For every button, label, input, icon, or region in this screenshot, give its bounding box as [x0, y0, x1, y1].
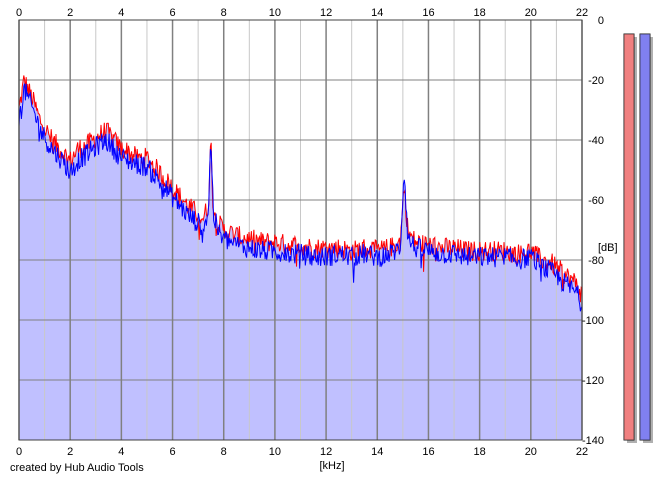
- x-tick-label-bottom: 14: [371, 446, 383, 458]
- credit-text: created by Hub Audio Tools: [10, 462, 144, 474]
- x-tick-label-top: 16: [422, 7, 434, 19]
- x-tick-label-top: 2: [67, 7, 73, 19]
- x-tick-label-top: 8: [221, 7, 227, 19]
- series-lines: [18, 75, 583, 312]
- level-meters: [623, 33, 653, 443]
- y-tick-label: 0: [598, 15, 604, 27]
- x-tick-label-top: 6: [169, 7, 175, 19]
- level-meter-right: [639, 33, 651, 441]
- x-tick-label-bottom: 8: [221, 446, 227, 458]
- x-tick-label-bottom: 16: [422, 446, 434, 458]
- y-axis-title: [dB]: [598, 242, 618, 254]
- y-tick-label: -20: [588, 75, 604, 87]
- x-tick-label-bottom: 12: [320, 446, 332, 458]
- x-tick-label-top: 20: [525, 7, 537, 19]
- y-tick-label: -120: [582, 375, 604, 387]
- x-ticks-bottom: 0 2 4 6 8 10 12 14 16 18 20 22: [16, 446, 588, 458]
- series-line-right: [18, 83, 583, 312]
- x-tick-label-bottom: 2: [67, 446, 73, 458]
- x-tick-label-bottom: 0: [16, 446, 22, 458]
- x-tick-label-bottom: 18: [474, 446, 486, 458]
- y-tick-label: -80: [588, 255, 604, 267]
- x-tick-label-bottom: 22: [576, 446, 588, 458]
- x-tick-label-top: 12: [320, 7, 332, 19]
- x-tick-label-top: 4: [118, 7, 124, 19]
- x-tick-label-top: 14: [371, 7, 383, 19]
- y-tick-label: -60: [588, 195, 604, 207]
- level-meter-headroom-left: [624, 34, 634, 440]
- y-tick-label: -40: [588, 135, 604, 147]
- level-meter-headroom-right: [640, 34, 650, 440]
- y-ticks-right: 0 -20 -40 -60 -80 -100 -120 -140: [582, 15, 604, 447]
- level-meter-left: [623, 33, 635, 441]
- x-tick-label-top: 18: [474, 7, 486, 19]
- y-tick-label: -100: [582, 315, 604, 327]
- x-tick-label-bottom: 20: [525, 446, 537, 458]
- x-tick-label-top: 0: [16, 7, 22, 19]
- x-tick-label-top: 22: [576, 7, 588, 19]
- x-tick-label-top: 10: [269, 7, 281, 19]
- x-tick-label-bottom: 4: [118, 446, 124, 458]
- x-ticks-top: 0 2 4 6 8 10 12 14 16 18 20 22: [16, 7, 588, 19]
- y-tick-label: -140: [582, 435, 604, 447]
- x-tick-label-bottom: 6: [169, 446, 175, 458]
- plot-frame: [18, 19, 583, 441]
- x-tick-label-bottom: 10: [269, 446, 281, 458]
- x-axis-title: [kHz]: [319, 460, 344, 472]
